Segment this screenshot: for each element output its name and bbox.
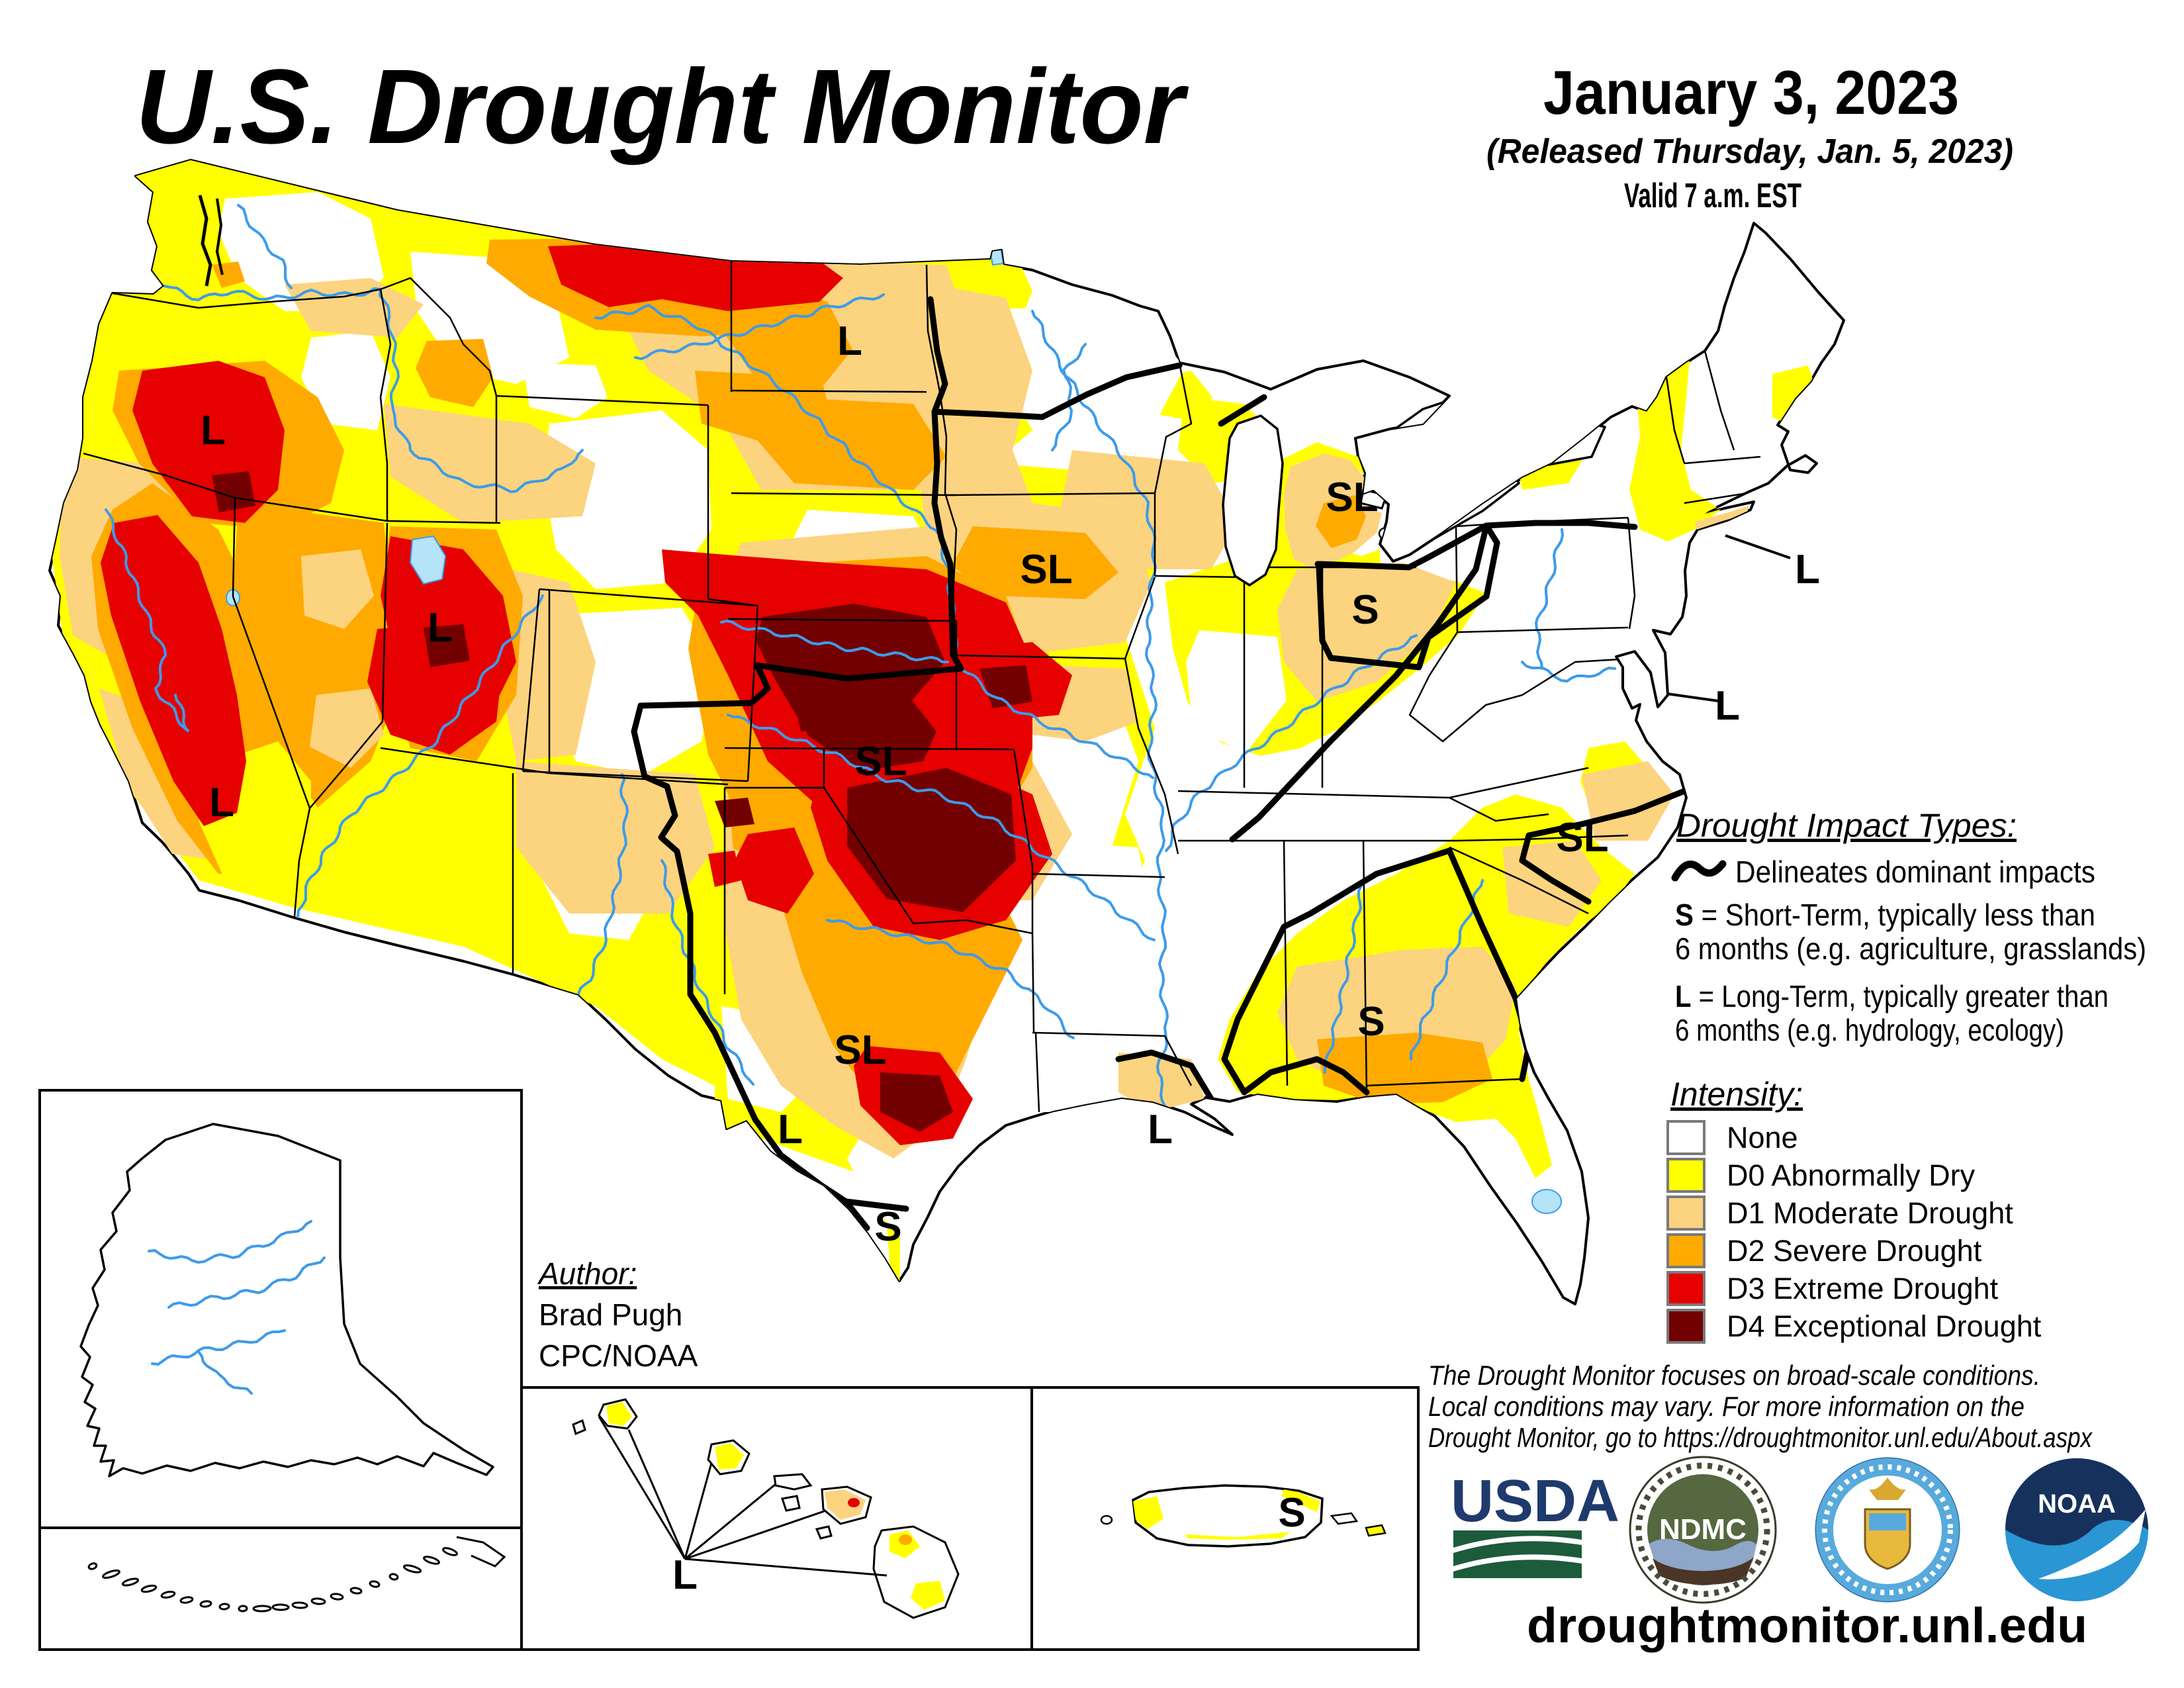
svg-text:Intensity:: Intensity: [1670,1076,1803,1113]
svg-text:SL: SL [834,1027,886,1073]
svg-text:SL: SL [854,739,907,784]
svg-text:D3 Extreme Drought: D3 Extreme Drought [1727,1272,1999,1305]
svg-text:S: S [1351,587,1379,633]
svg-text:(Released Thursday, Jan. 5, 20: (Released Thursday, Jan. 5, 2023) [1486,132,2013,171]
svg-text:Brad Pugh: Brad Pugh [539,1297,682,1332]
svg-text:Drought Monitor, go to https:/: Drought Monitor, go to https://droughtmo… [1428,1422,2093,1453]
svg-text:L: L [201,408,226,453]
svg-text:S: S [1278,1490,1305,1536]
svg-text:L: L [837,318,862,364]
svg-text:L: L [672,1552,698,1598]
svg-text:Valid 7 a.m. EST: Valid 7 a.m. EST [1624,177,1801,215]
svg-text:L: L [1715,683,1740,729]
svg-text:CPC/NOAA: CPC/NOAA [539,1338,698,1373]
svg-text:S = Short-Term, typically less: S = Short-Term, typically less than [1675,898,2095,932]
svg-text:SL: SL [1020,547,1072,592]
svg-text:Drought Impact Types:: Drought Impact Types: [1676,807,2017,844]
svg-text:Local conditions may vary. For: Local conditions may vary. For more info… [1428,1391,2025,1422]
svg-text:NOAA: NOAA [2038,1489,2116,1519]
svg-text:January 3, 2023: January 3, 2023 [1543,58,1959,127]
svg-text:L: L [1148,1107,1173,1152]
svg-text:NDMC: NDMC [1659,1513,1747,1546]
svg-text:USDA: USDA [1451,1468,1619,1534]
svg-text:6 months (e.g. hydrology, ecol: 6 months (e.g. hydrology, ecology) [1675,1013,2064,1047]
svg-text:droughtmonitor.unl.edu: droughtmonitor.unl.edu [1527,1598,2087,1653]
svg-text:SL: SL [1326,475,1378,520]
svg-text:L: L [1795,547,1820,592]
svg-text:D2 Severe Drought: D2 Severe Drought [1727,1234,1982,1268]
svg-text:L: L [428,605,453,651]
svg-text:D4 Exceptional Drought: D4 Exceptional Drought [1727,1309,2042,1343]
svg-text:L = Long-Term, typically great: L = Long-Term, typically greater than [1675,979,2109,1013]
svg-text:L: L [209,780,234,825]
svg-text:S: S [1357,999,1385,1045]
svg-text:None: None [1727,1121,1798,1154]
svg-text:6 months (e.g. agriculture, gr: 6 months (e.g. agriculture, grasslands) [1675,931,2146,966]
svg-text:U.S. Drought Monitor: U.S. Drought Monitor [136,47,1189,165]
svg-text:Delineates dominant impacts: Delineates dominant impacts [1735,855,2095,889]
svg-text:D1 Moderate Drought: D1 Moderate Drought [1727,1196,2013,1230]
svg-text:L: L [778,1107,803,1152]
svg-text:S: S [874,1204,901,1250]
svg-text:The Drought Monitor focuses on: The Drought Monitor focuses on broad-sca… [1428,1360,2040,1391]
svg-text:Author:: Author: [537,1256,637,1291]
svg-text:D0 Abnormally Dry: D0 Abnormally Dry [1727,1158,1976,1192]
svg-text:SL: SL [1556,815,1608,861]
